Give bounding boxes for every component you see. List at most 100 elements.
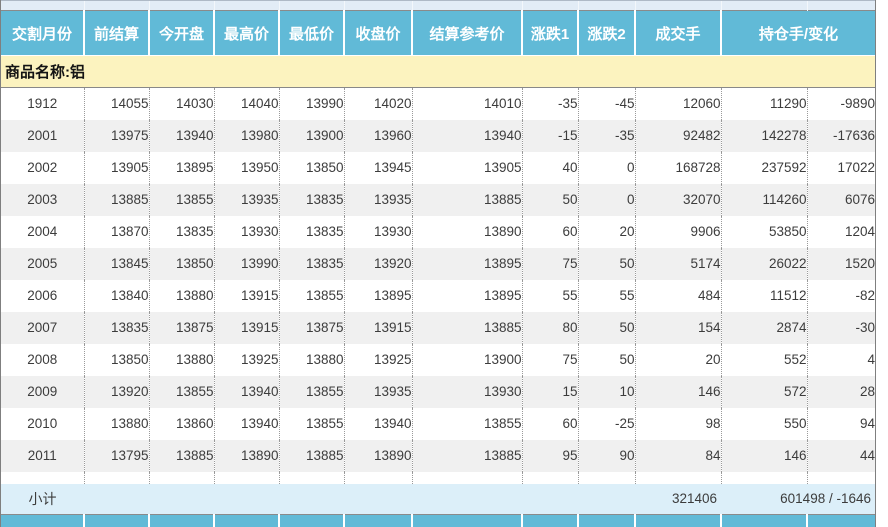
subtotal-label: 小计 [1,483,84,515]
cell-volume: 98 [634,407,721,440]
header-cell-high: 最高价 [213,10,279,56]
cell-open: 13855 [148,375,214,408]
cell-change2: 0 [577,151,635,184]
cell-high: 13980 [213,119,279,152]
cell-delivery-month: 2008 [1,343,84,376]
cell-high: 13915 [213,311,279,344]
cell-open: 13880 [148,279,214,312]
cell-open-interest: 572 [720,375,807,408]
cell-change1: 60 [521,215,578,248]
cell-open: 13860 [148,407,214,440]
cell-open-interest: 142278 [720,119,807,152]
next-section-header-sliver-cell [521,514,578,527]
cell-delivery-month: 1912 [1,87,84,120]
next-section-header-sliver-cell [278,514,344,527]
previous-section-bottom-strip-cell [213,0,279,11]
table-row: 2008 13850 13880 13925 13880 13925 13900 75 50 20… [1,343,875,376]
cell-open-interest: 550 [720,407,807,440]
cell-delivery-month: 2003 [1,183,84,216]
next-section-header-sliver-cell [577,514,635,527]
cell-oi-change: -82 [806,279,875,312]
cell-settle-ref: 13895 [411,247,522,280]
previous-section-bottom-strip-cell [1,0,84,11]
header-cell-oi-and-change: 持仓手/变化 [720,10,875,56]
cell-delivery-month: 2010 [1,407,84,440]
next-section-header-sliver-cell [634,514,721,527]
cell-oi-change: 28 [806,375,875,408]
header-row: 交割月份 前结算 今开盘 最高价 最低价 收盘价 结算参考价 涨跌1 涨跌2 成交手 持仓手/变化 [1,10,875,56]
header-cell-close: 收盘价 [343,10,412,56]
cell-low: 13855 [278,375,344,408]
filler-gap-cell [1,471,84,484]
cell-high: 13925 [213,343,279,376]
cell-open: 13895 [148,151,214,184]
table-row: 2006 13840 13880 13915 13855 13895 13895 55 55 48… [1,279,875,312]
previous-section-bottom-strip-cell [634,0,721,11]
cell-low: 13835 [278,183,344,216]
cell-volume: 32070 [634,183,721,216]
cell-high: 13915 [213,279,279,312]
cell-high: 13990 [213,247,279,280]
header-cell-delivery-month: 交割月份 [1,10,84,56]
filler-gap-cell [148,471,214,484]
table-row: 2007 13835 13875 13915 13875 13915 13885 80 50 15… [1,311,875,344]
cell-delivery-month: 2002 [1,151,84,184]
cell-close: 13895 [343,279,412,312]
next-section-header-sliver-cell [411,514,522,527]
cell-delivery-month: 2007 [1,311,84,344]
cell-change1: 80 [521,311,578,344]
cell-change1: 15 [521,375,578,408]
cell-settle-ref: 13855 [411,407,522,440]
cell-open-interest: 2874 [720,311,807,344]
next-section-header-sliver [1,514,875,527]
cell-open: 13940 [148,119,214,152]
previous-section-bottom-strip-cell [343,0,412,11]
cell-prev-settle: 13850 [83,343,149,376]
cell-settle-ref: 13940 [411,119,522,152]
header-cell-change2: 涨跌2 [577,10,635,56]
previous-section-bottom-strip-cell [83,0,149,11]
cell-low: 13835 [278,215,344,248]
cell-change2: 50 [577,247,635,280]
cell-prev-settle: 13870 [83,215,149,248]
cell-change1: -35 [521,87,578,120]
cell-change2: 50 [577,343,635,376]
cell-open: 14030 [148,87,214,120]
table-row: 2003 13885 13855 13935 13835 13935 13885 50 0 320… [1,183,875,216]
cell-change2: -35 [577,119,635,152]
cell-change2: 90 [577,439,635,472]
previous-section-bottom-strip [1,0,875,11]
cell-change2: 10 [577,375,635,408]
cell-volume: 20 [634,343,721,376]
cell-prev-settle: 13795 [83,439,149,472]
cell-prev-settle: 13905 [83,151,149,184]
cell-low: 13850 [278,151,344,184]
cell-open-interest: 53850 [720,215,807,248]
filler-gap-cell [278,471,344,484]
cell-settle-ref: 13885 [411,183,522,216]
product-name-label: 商品名称:铝 [1,55,875,88]
cell-delivery-month: 2001 [1,119,84,152]
cell-change2: 55 [577,279,635,312]
cell-settle-ref: 13885 [411,311,522,344]
cell-close: 13935 [343,183,412,216]
filler-gap-cell [83,471,149,484]
cell-close: 13920 [343,247,412,280]
cell-open: 13835 [148,215,214,248]
cell-prev-settle: 13975 [83,119,149,152]
cell-settle-ref: 14010 [411,87,522,120]
cell-high: 13890 [213,439,279,472]
cell-open-interest: 552 [720,343,807,376]
previous-section-bottom-strip-cell [411,0,522,11]
cell-prev-settle: 13840 [83,279,149,312]
filler-gap-cell [343,471,412,484]
table-row: 2002 13905 13895 13950 13850 13945 13905 40 0 168… [1,151,875,184]
cell-open-interest: 11512 [720,279,807,312]
cell-volume: 9906 [634,215,721,248]
cell-close: 13945 [343,151,412,184]
cell-volume: 154 [634,311,721,344]
cell-open-interest: 11290 [720,87,807,120]
cell-prev-settle: 13835 [83,311,149,344]
